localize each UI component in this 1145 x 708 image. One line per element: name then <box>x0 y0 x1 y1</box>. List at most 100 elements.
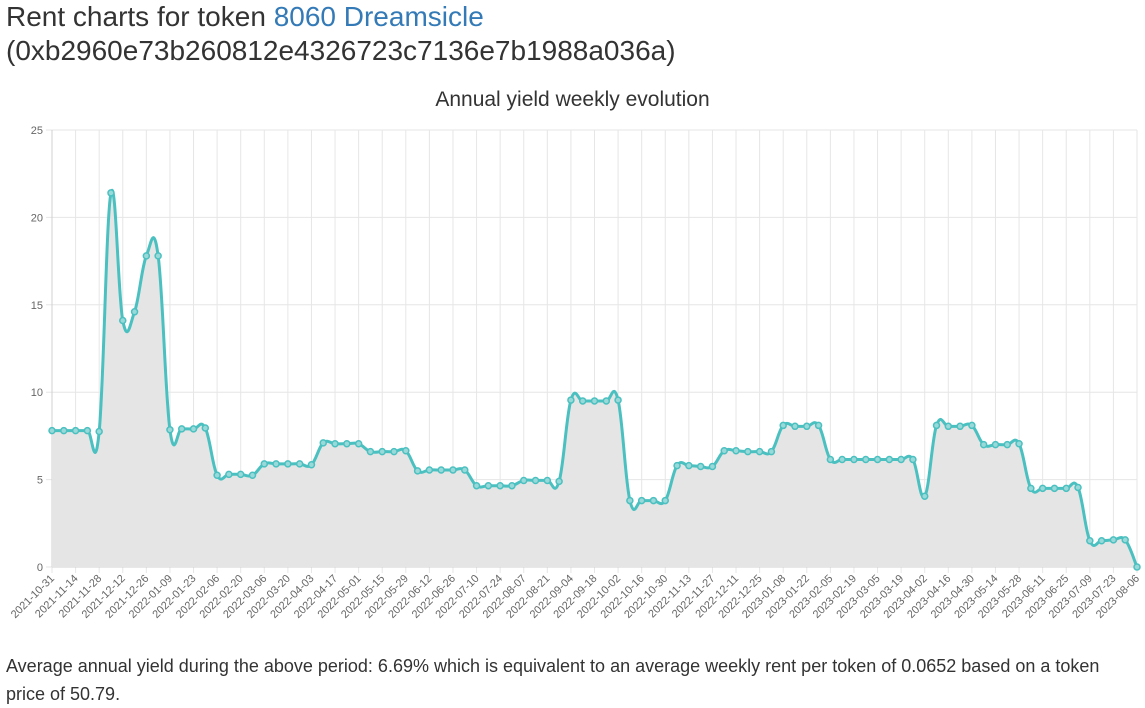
data-point <box>189 425 198 433</box>
data-point <box>767 447 776 456</box>
data-point <box>1074 483 1082 492</box>
data-point <box>944 422 953 431</box>
data-point <box>803 422 811 431</box>
data-point <box>956 422 964 431</box>
data-point <box>1097 537 1106 545</box>
data-point <box>83 426 92 435</box>
data-point <box>909 455 917 464</box>
data-point <box>1027 484 1035 493</box>
data-point <box>555 477 563 486</box>
data-point <box>472 481 481 490</box>
data-point <box>614 396 622 404</box>
data-point <box>519 476 528 485</box>
data-point <box>496 481 504 490</box>
data-point <box>543 476 552 485</box>
data-point <box>378 447 386 456</box>
data-point <box>814 421 823 430</box>
data-point <box>307 460 316 469</box>
data-point <box>260 460 269 468</box>
data-point <box>1050 484 1059 493</box>
data-point <box>873 455 882 464</box>
data-point <box>449 466 457 474</box>
yield-area <box>52 190 1137 568</box>
data-point <box>696 462 705 471</box>
data-point <box>531 476 540 485</box>
data-point <box>402 447 410 455</box>
data-point <box>649 496 658 505</box>
data-point <box>991 440 1000 449</box>
y-axis: 0 5 10 15 20 25 <box>31 125 43 574</box>
data-point <box>166 426 174 434</box>
y-tick-label: 10 <box>31 387 43 399</box>
data-point <box>295 460 304 468</box>
data-point <box>60 426 68 435</box>
data-point <box>154 252 162 260</box>
data-point <box>71 426 80 435</box>
data-point <box>1015 440 1023 448</box>
data-point <box>755 447 764 456</box>
data-point <box>354 440 363 448</box>
data-point <box>48 426 56 435</box>
data-point <box>862 455 870 464</box>
data-point <box>578 397 587 405</box>
data-point <box>319 439 327 447</box>
data-point <box>1003 440 1012 449</box>
data-point <box>932 421 941 430</box>
data-point <box>284 460 292 468</box>
data-point <box>779 421 787 430</box>
y-tick-label: 20 <box>31 212 43 224</box>
x-axis: 2021-10-312021-11-142021-11-282021-12-12… <box>9 573 1142 621</box>
token-link[interactable]: 8060 Dreamsicle <box>273 1 484 32</box>
data-point <box>732 447 740 455</box>
data-point <box>968 421 976 430</box>
data-point <box>201 424 210 432</box>
data-point <box>1109 536 1118 544</box>
data-point <box>626 496 634 505</box>
data-point <box>708 462 717 471</box>
data-point <box>425 466 434 474</box>
data-point <box>484 481 493 490</box>
data-point <box>213 471 221 479</box>
chart-title: Annual yield weekly evolution <box>435 88 710 111</box>
data-point <box>920 492 929 500</box>
data-point <box>1086 537 1094 545</box>
data-point <box>331 440 339 448</box>
data-point <box>130 308 139 316</box>
data-point <box>366 447 375 456</box>
y-tick-label: 0 <box>37 562 43 574</box>
data-point <box>1062 484 1070 493</box>
data-point <box>826 455 835 464</box>
data-point <box>637 496 646 505</box>
data-point <box>142 252 151 260</box>
data-point <box>225 470 233 479</box>
page-title: Rent charts for token 8060 Dreamsicle (0x… <box>6 0 1136 68</box>
y-tick-label: 5 <box>37 475 43 487</box>
data-point <box>685 461 693 470</box>
yield-chart: 0 5 10 15 20 25 2021-10-312021-11-142021-11-2… <box>9 125 1142 621</box>
data-point <box>107 189 115 197</box>
data-point <box>885 455 894 464</box>
data-point <box>661 496 670 505</box>
data-point <box>1121 536 1129 544</box>
data-point <box>437 466 445 474</box>
data-point <box>177 425 186 433</box>
data-point <box>390 447 398 456</box>
title-prefix: Rent charts for token <box>6 1 266 32</box>
y-tick-label: 15 <box>31 300 43 312</box>
y-tick-label: 25 <box>31 125 43 137</box>
data-point <box>979 440 988 449</box>
data-point <box>413 467 422 475</box>
summary-text: Average annual yield during the above pe… <box>6 656 1100 704</box>
data-point <box>838 455 846 464</box>
data-point <box>95 427 103 436</box>
data-point <box>673 461 681 470</box>
data-points <box>48 189 1141 571</box>
data-point <box>1133 563 1141 571</box>
data-point <box>567 396 575 404</box>
data-point <box>1038 484 1047 493</box>
data-point <box>850 455 858 464</box>
data-point <box>119 316 127 325</box>
token-address: (0xb2960e73b260812e4326723c7136e7b1988a0… <box>6 35 676 66</box>
data-point <box>590 397 599 405</box>
data-point <box>248 471 257 479</box>
